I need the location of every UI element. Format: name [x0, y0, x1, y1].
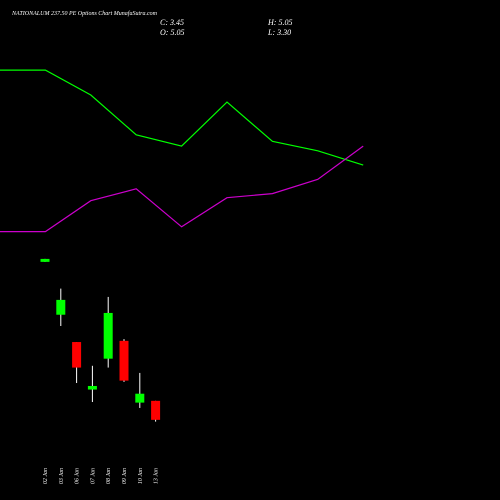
candle-body [56, 299, 66, 315]
x-tick-label: 09 Jan [122, 468, 128, 484]
high-info: H: 5.05 [267, 18, 292, 27]
x-tick-label: 02 Jan [43, 468, 49, 484]
candle-body [151, 400, 161, 420]
candle-body [103, 312, 113, 359]
candle-body [135, 393, 145, 403]
x-tick-label: 10 Jan [138, 468, 144, 484]
x-tick-label: 03 Jan [59, 468, 65, 484]
indicator-line [0, 145, 364, 233]
open-info: O: 5.05 [160, 28, 184, 37]
chart-title: NATIONALUM 237.50 PE Options Chart Munaf… [11, 10, 158, 17]
x-tick-label: 13 Jan [154, 468, 160, 484]
candle-body [119, 340, 129, 381]
low-info: L: 3.30 [267, 28, 291, 37]
candle-body [40, 258, 50, 262]
close-info: C: 3.45 [160, 18, 184, 27]
x-tick-label: 07 Jan [90, 468, 96, 484]
candle-body [87, 385, 97, 390]
x-tick-label: 08 Jan [106, 468, 112, 484]
indicator-line [0, 69, 364, 166]
x-tick-label: 06 Jan [75, 468, 81, 484]
candle-body [72, 342, 82, 368]
